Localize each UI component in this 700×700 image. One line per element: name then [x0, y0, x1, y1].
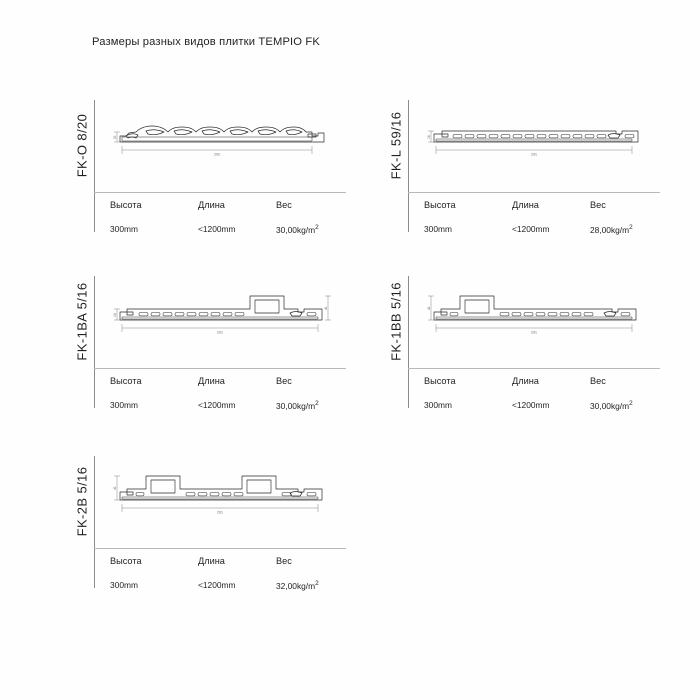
panel-divider-horizontal — [94, 548, 346, 549]
spec-table: Высота Длина Вес 300mm <1200mm 30,00kg/m… — [110, 200, 342, 235]
panel-divider-vertical — [94, 100, 95, 232]
spec-table-header-row: Высота Длина Вес — [110, 200, 342, 224]
spec-header-length: Длина — [512, 200, 539, 210]
panel-divider-vertical — [408, 276, 409, 408]
profile-drawing-double-block: 41 291 — [112, 468, 340, 542]
spec-value-weight: 30,00kg/m2 — [276, 400, 319, 411]
spec-header-weight: Вес — [590, 376, 606, 386]
panel-label: FK-1BB 5/16 — [388, 282, 404, 361]
panel-divider-vertical — [94, 456, 95, 588]
spec-value-height: 300mm — [424, 224, 452, 234]
panel-label: FK-O 8/20 — [74, 113, 90, 178]
page-title: Размеры разных видов плитки TEMPIO FK — [92, 36, 321, 48]
spec-table-header-row: Высота Длина Вес — [424, 200, 656, 224]
spec-value-height: 300mm — [424, 400, 452, 410]
profile-drawing-wavy-scallop: 21 292 — [112, 112, 340, 186]
spec-table-value-row: 300mm <1200mm 28,00kg/m2 — [424, 224, 656, 235]
spec-header-height: Высота — [110, 556, 142, 566]
spec-value-weight: 28,00kg/m2 — [590, 224, 633, 235]
dimension-block-height-label: 41 — [324, 306, 328, 310]
profile-panel-fk-o-8-20: FK-O 8/20 — [70, 100, 346, 260]
spec-value-length: <1200mm — [198, 400, 236, 410]
spec-header-weight: Вес — [276, 376, 292, 386]
spec-table-value-row: 300mm <1200mm 30,00kg/m2 — [424, 400, 656, 411]
panel-label: FK-2B 5/16 — [74, 466, 90, 537]
spec-table: Высота Длина Вес 300mm <1200mm 30,00kg/m… — [424, 376, 656, 411]
profile-panel-fk-l-59-16: FK-L 59/16 — [384, 100, 660, 260]
spec-header-weight: Вес — [276, 200, 292, 210]
spec-header-weight: Вес — [590, 200, 606, 210]
panel-divider-vertical — [408, 100, 409, 232]
profile-drawing-flat-slotted: 16 291 — [426, 112, 654, 186]
spec-table-header-row: Высота Длина Вес — [110, 376, 342, 400]
panel-divider-horizontal — [94, 368, 346, 369]
spec-header-length: Длина — [198, 376, 225, 386]
profile-panel-fk-2b-5-16: FK-2B 5/16 — [70, 456, 346, 616]
spec-table: Высота Длина Вес 300mm <1200mm 32,00kg/m… — [110, 556, 342, 591]
spec-value-weight: 32,00kg/m2 — [276, 580, 319, 591]
spec-table-value-row: 300mm <1200mm 32,00kg/m2 — [110, 580, 342, 591]
spec-header-weight: Вес — [276, 556, 292, 566]
spec-table: Высота Длина Вес 300mm <1200mm 28,00kg/m… — [424, 200, 656, 235]
dimension-height-label: 16 — [427, 135, 431, 139]
dimension-height-label: 41 — [427, 306, 431, 310]
dimension-width-label: 291 — [531, 331, 537, 335]
spec-header-height: Высота — [110, 376, 142, 386]
panel-label: FK-L 59/16 — [388, 111, 404, 180]
spec-value-length: <1200mm — [198, 580, 236, 590]
panel-divider-horizontal — [408, 192, 660, 193]
dimension-width-label: 291 — [531, 153, 537, 157]
spec-header-height: Высота — [424, 376, 456, 386]
spec-value-height: 300mm — [110, 400, 138, 410]
panel-divider-horizontal — [94, 192, 346, 193]
spec-value-length: <1200mm — [512, 224, 550, 234]
spec-table-header-row: Высота Длина Вес — [424, 376, 656, 400]
profile-panel-fk-1bb-5-16: FK-1BB 5/16 — [384, 276, 660, 436]
profile-drawing-single-block-left: 41 291 — [426, 288, 654, 362]
panel-label: FK-1BA 5/16 — [74, 282, 90, 361]
dimension-width-label: 291 — [217, 331, 223, 335]
spec-value-length: <1200mm — [512, 400, 550, 410]
spec-value-length: <1200mm — [198, 224, 236, 234]
spec-header-length: Длина — [198, 556, 225, 566]
spec-table-value-row: 300mm <1200mm 30,00kg/m2 — [110, 224, 342, 235]
spec-header-height: Высота — [110, 200, 142, 210]
spec-table-header-row: Высота Длина Вес — [110, 556, 342, 580]
panel-divider-vertical — [94, 276, 95, 408]
profile-panel-fk-1ba-5-16: FK-1BA 5/16 — [70, 276, 346, 436]
dimension-height-label: 41 — [113, 486, 117, 490]
dimension-width-label: 292 — [214, 153, 220, 157]
panel-divider-horizontal — [408, 368, 660, 369]
spec-header-length: Длина — [512, 376, 539, 386]
spec-table: Высота Длина Вес 300mm <1200mm 30,00kg/m… — [110, 376, 342, 411]
profile-drawing-single-block-right: 16 41 291 — [112, 288, 340, 362]
spec-value-height: 300mm — [110, 224, 138, 234]
spec-value-weight: 30,00kg/m2 — [276, 224, 319, 235]
dimension-height-label: 21 — [113, 135, 117, 139]
spec-value-weight: 30,00kg/m2 — [590, 400, 633, 411]
spec-table-value-row: 300mm <1200mm 30,00kg/m2 — [110, 400, 342, 411]
spec-header-height: Высота — [424, 200, 456, 210]
dimension-height-label: 16 — [113, 313, 117, 317]
dimension-width-label: 291 — [217, 511, 223, 515]
spec-header-length: Длина — [198, 200, 225, 210]
spec-value-height: 300mm — [110, 580, 138, 590]
